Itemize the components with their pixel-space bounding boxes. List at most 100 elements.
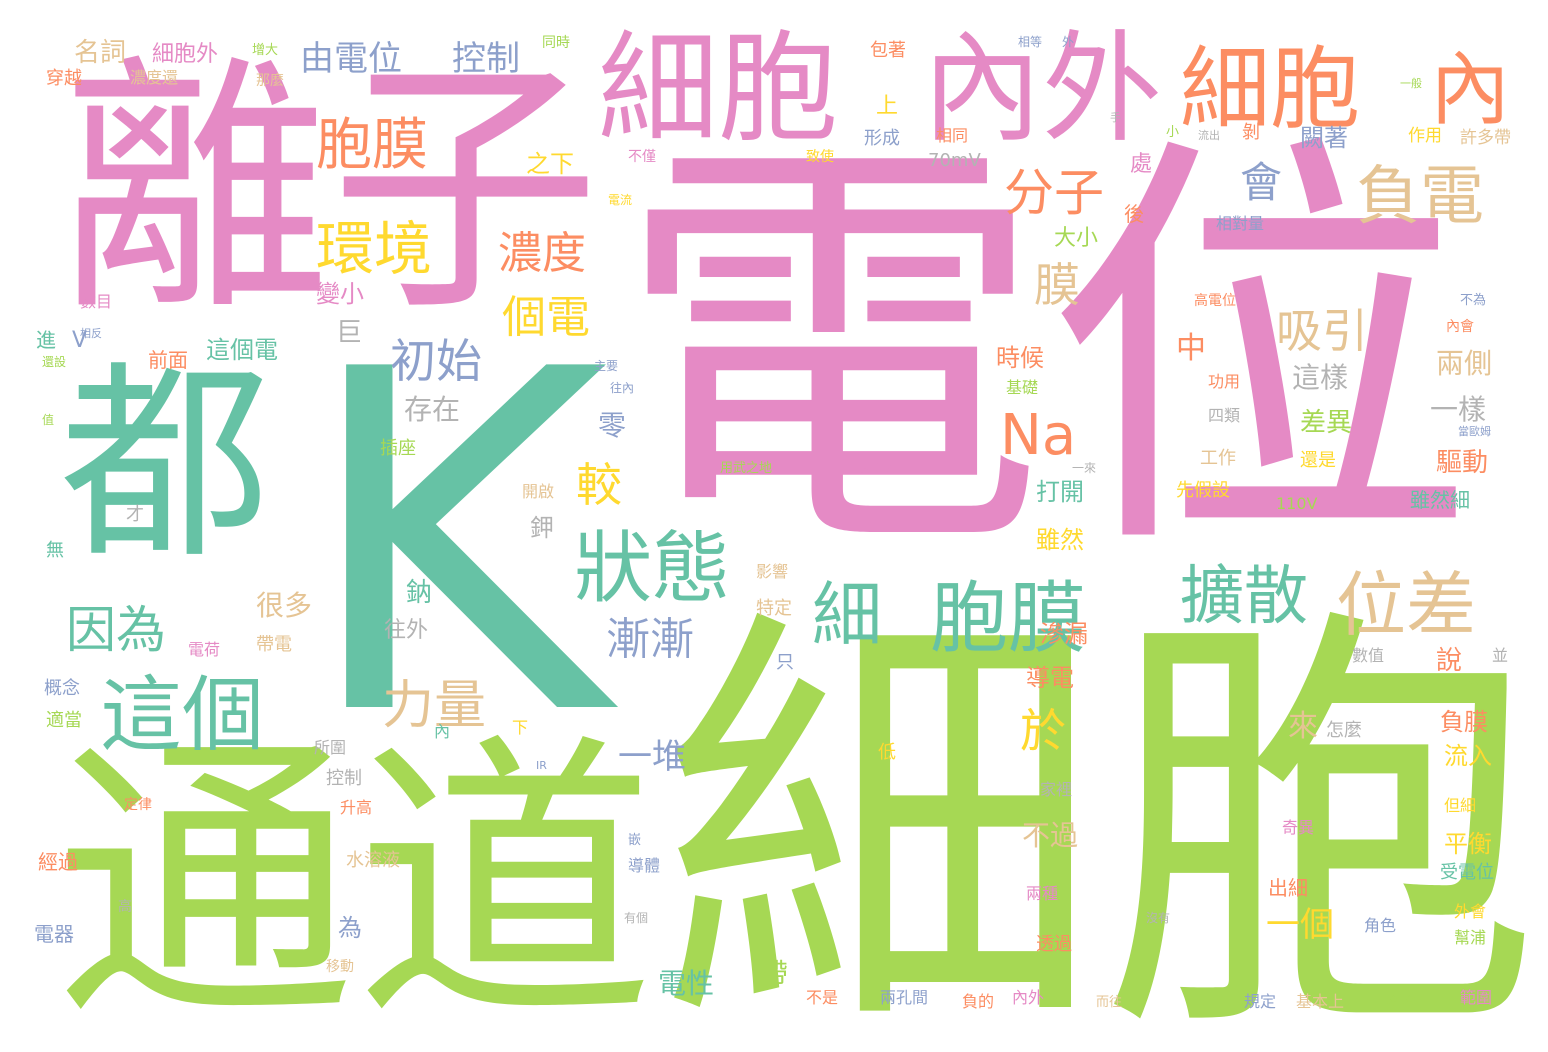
word: 前面: [148, 348, 188, 372]
word: 高電位: [1194, 293, 1236, 309]
word: 相同: [936, 126, 969, 145]
word: 電流: [608, 193, 633, 207]
word: 當歐姆: [1458, 425, 1491, 438]
word: 外會: [1454, 902, 1487, 921]
word: 導體: [628, 856, 661, 875]
word: 包著: [870, 40, 906, 61]
word: 內: [434, 722, 451, 741]
word: 才: [126, 504, 144, 525]
word: 處: [1130, 152, 1153, 177]
word: 同時: [542, 35, 570, 51]
word: 為: [338, 914, 362, 942]
word: 雖然細: [1410, 488, 1470, 512]
word: 差異: [1300, 408, 1353, 438]
word: 有個: [624, 911, 649, 925]
word: 奇異: [1282, 818, 1315, 837]
word: 因為: [66, 601, 166, 659]
word: 沒有: [1146, 911, 1171, 925]
word: 升高: [340, 798, 373, 817]
word: 不僅: [628, 149, 656, 165]
word: 控制: [452, 39, 520, 79]
word: 內: [1430, 43, 1510, 136]
word: 電位: [615, 103, 1475, 603]
word: 控制: [326, 768, 362, 789]
word: 存在: [404, 393, 461, 426]
word: 膜: [1034, 258, 1080, 312]
word: 內會: [1446, 319, 1474, 335]
word: 於: [1020, 704, 1066, 758]
word: 負電: [1356, 160, 1484, 234]
word: 細胞: [1180, 37, 1360, 142]
word: 說: [1436, 646, 1463, 676]
word: 特定: [756, 598, 792, 619]
word: 胞膜: [316, 113, 428, 178]
word: 範圍: [1460, 988, 1493, 1007]
word: 四類: [1208, 406, 1241, 425]
word: 相等: [1018, 35, 1043, 49]
word: 家裡: [1040, 780, 1073, 799]
word: 後: [1124, 202, 1144, 226]
word: 帶電: [256, 634, 292, 655]
word: 往內: [610, 381, 635, 395]
word: 致使: [806, 149, 834, 165]
word: 那麼: [256, 73, 284, 89]
word: 一來: [1072, 461, 1097, 475]
word: 驅動: [1436, 448, 1489, 478]
word: 影響: [756, 562, 789, 581]
word: 濃度還: [130, 68, 179, 87]
word: 狀態: [574, 524, 731, 614]
word: 還是: [1300, 450, 1336, 471]
word: 細胞: [598, 20, 838, 159]
word: 形成: [864, 128, 900, 149]
word: 水溶液: [346, 850, 400, 871]
word: 電荷: [188, 640, 221, 659]
word: 擴散: [1180, 560, 1308, 634]
word: 都: [60, 342, 271, 587]
word: 一般: [1400, 77, 1422, 90]
word: 巨: [336, 318, 363, 348]
word: 進: [36, 328, 56, 352]
word: 數值: [1352, 646, 1385, 665]
word: 剝: [1242, 122, 1260, 143]
word: 變小: [316, 280, 364, 308]
word: 適當: [46, 710, 82, 731]
word: 負膜: [1440, 708, 1488, 736]
word: 電器: [34, 922, 74, 946]
word: 角色: [1364, 916, 1397, 935]
word: 工作: [1200, 448, 1236, 469]
word: 密度: [1464, 676, 1497, 695]
word: 之下: [526, 150, 574, 178]
word: 濃度: [498, 228, 586, 279]
word: 鉀: [530, 514, 554, 542]
word: 不為: [1460, 293, 1487, 308]
word: 開啟: [522, 482, 555, 501]
word: 功用: [1208, 372, 1241, 391]
word: 基礎: [1006, 378, 1039, 397]
word: 而往: [1096, 995, 1123, 1010]
word: K: [300, 271, 609, 818]
word: 個電: [502, 292, 590, 343]
word: 較: [576, 458, 622, 512]
word: 相反: [80, 327, 102, 340]
word: 不是: [806, 988, 839, 1007]
word: 分子: [1004, 164, 1104, 222]
word: 多多: [1386, 994, 1419, 1013]
word: 低: [878, 742, 896, 763]
word: 細: [812, 574, 882, 656]
word: 內外: [922, 20, 1162, 159]
word: 這樣: [1292, 361, 1349, 394]
word: 鈉: [406, 578, 433, 608]
word: 通道: [55, 710, 655, 1052]
word: 流入: [1444, 742, 1492, 770]
word: 幫浦: [1454, 928, 1487, 947]
word: 離子: [60, 32, 600, 347]
word: 由電位: [300, 39, 402, 79]
word: 兩種: [1026, 884, 1059, 903]
word: 一樣: [1430, 393, 1487, 426]
word: 導電: [1026, 664, 1074, 692]
word: 基本上: [1296, 992, 1345, 1011]
word: 移動: [326, 959, 354, 975]
word: 很多: [256, 589, 313, 622]
word: 主要: [594, 359, 619, 373]
